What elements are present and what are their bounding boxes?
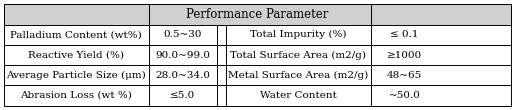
Text: Reactive Yield (%): Reactive Yield (%): [28, 50, 124, 60]
Text: ≥1000: ≥1000: [387, 50, 422, 60]
Text: Performance Parameter: Performance Parameter: [186, 8, 329, 21]
Text: Palladium Content (wt%): Palladium Content (wt%): [10, 30, 142, 39]
Bar: [4, 4, 511, 25]
Text: ~50.0: ~50.0: [389, 91, 421, 100]
Text: Average Particle Size (μm): Average Particle Size (μm): [7, 71, 146, 80]
Text: Metal Surface Area (m2/g): Metal Surface Area (m2/g): [228, 71, 368, 80]
Text: Total Surface Area (m2/g): Total Surface Area (m2/g): [230, 50, 366, 60]
Text: 28.0~34.0: 28.0~34.0: [155, 71, 210, 80]
Text: 90.0~99.0: 90.0~99.0: [155, 50, 210, 60]
Text: ≤5.0: ≤5.0: [170, 91, 195, 100]
Text: Abrasion Loss (wt %): Abrasion Loss (wt %): [21, 91, 132, 100]
Text: 48~65: 48~65: [387, 71, 422, 80]
Text: ≤ 0.1: ≤ 0.1: [390, 30, 419, 39]
Text: Total Impurity (%): Total Impurity (%): [250, 30, 347, 39]
Text: 0.5~30: 0.5~30: [163, 30, 202, 39]
Text: Water Content: Water Content: [260, 91, 337, 100]
